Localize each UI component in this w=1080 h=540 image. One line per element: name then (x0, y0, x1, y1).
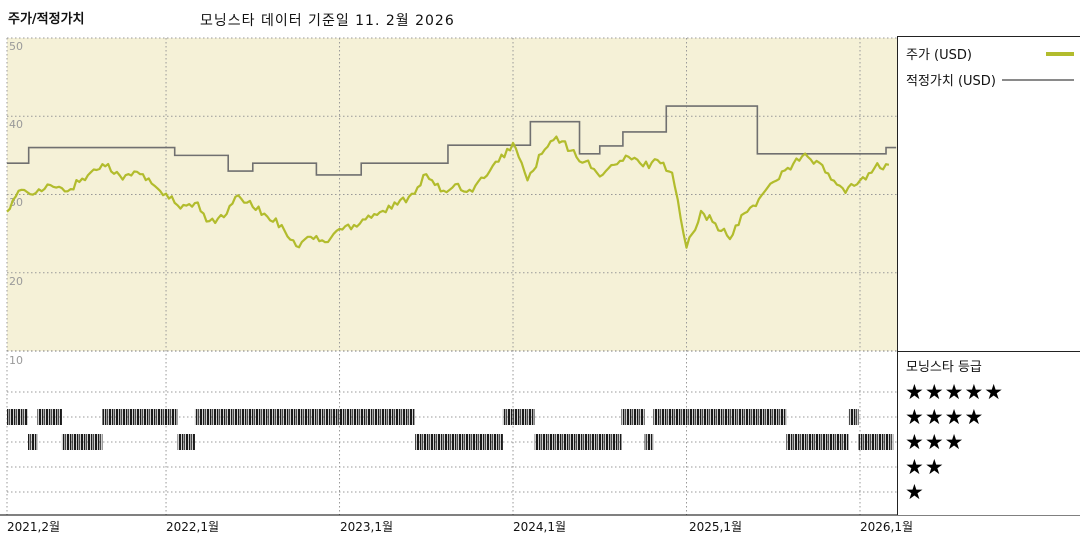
rating-segment-4-stars (621, 409, 645, 425)
y-tick-20: 20 (9, 275, 23, 288)
rating-segment-4-stars (194, 409, 415, 425)
x-tick-2021-2: 2021,2월 (7, 520, 61, 534)
rating-segment-4-stars (102, 409, 178, 425)
y-tick-50: 50 (9, 40, 23, 53)
y-tick-40: 40 (9, 118, 23, 131)
price-line (6, 135, 890, 249)
legend-price-label: 주가 (USD) (906, 48, 972, 63)
rating-segment-4-stars (848, 409, 859, 425)
rating-segment-3-stars (414, 434, 503, 450)
rating-segment-4-stars (7, 409, 28, 425)
rating-segment-3-stars (644, 434, 654, 450)
x-tick-2026-1: 2026,1월 (860, 520, 914, 534)
x-tick-2024-1: 2024,1월 (513, 520, 567, 534)
price-line-swatch (1046, 51, 1074, 56)
legend-item-price[interactable]: 주가 (USD) (906, 44, 1074, 63)
rating-row-3-stars: ★★★ (905, 430, 965, 454)
rating-section-divider (898, 351, 1080, 352)
rating-segment-4-stars (502, 409, 535, 425)
rating-segment-3-stars (786, 434, 849, 450)
rating-segment-4-stars (653, 409, 787, 425)
rating-row-5-stars: ★★★★★ (905, 380, 1005, 404)
rating-segment-3-stars (27, 434, 38, 450)
rating-segment-3-stars (61, 434, 103, 450)
legend-fair-value-label: 적정가치 (USD) (906, 74, 996, 89)
chart-title: 모닝스타 데이터 기준일 11. 2월 2026 (200, 13, 455, 29)
rating-row-1-star: ★ (905, 480, 925, 504)
section-label: 주가/적정가치 (8, 12, 85, 27)
rating-segment-3-stars (858, 434, 894, 450)
x-tick-2023-1: 2023,1월 (340, 520, 394, 534)
legend-panel: 주가 (USD) 적정가치 (USD) 모닝스타 등급 ★★★★★ ★★★★ ★… (897, 36, 1080, 515)
y-tick-10: 10 (9, 354, 23, 367)
fair-value-line (7, 105, 897, 176)
rating-row-4-stars: ★★★★ (905, 405, 985, 429)
rating-segment-3-stars (177, 434, 195, 450)
rating-row-2-stars: ★★ (905, 455, 945, 479)
legend-item-fair-value[interactable]: 적정가치 (USD) (906, 70, 1074, 89)
rating-segment-3-stars (534, 434, 622, 450)
fair-value-line-swatch (1001, 78, 1074, 81)
x-tick-2022-1: 2022,1월 (166, 520, 220, 534)
x-tick-2025-1: 2025,1월 (689, 520, 743, 534)
rating-segment-4-stars (37, 409, 62, 425)
rating-legend-title: 모닝스타 등급 (906, 360, 982, 375)
